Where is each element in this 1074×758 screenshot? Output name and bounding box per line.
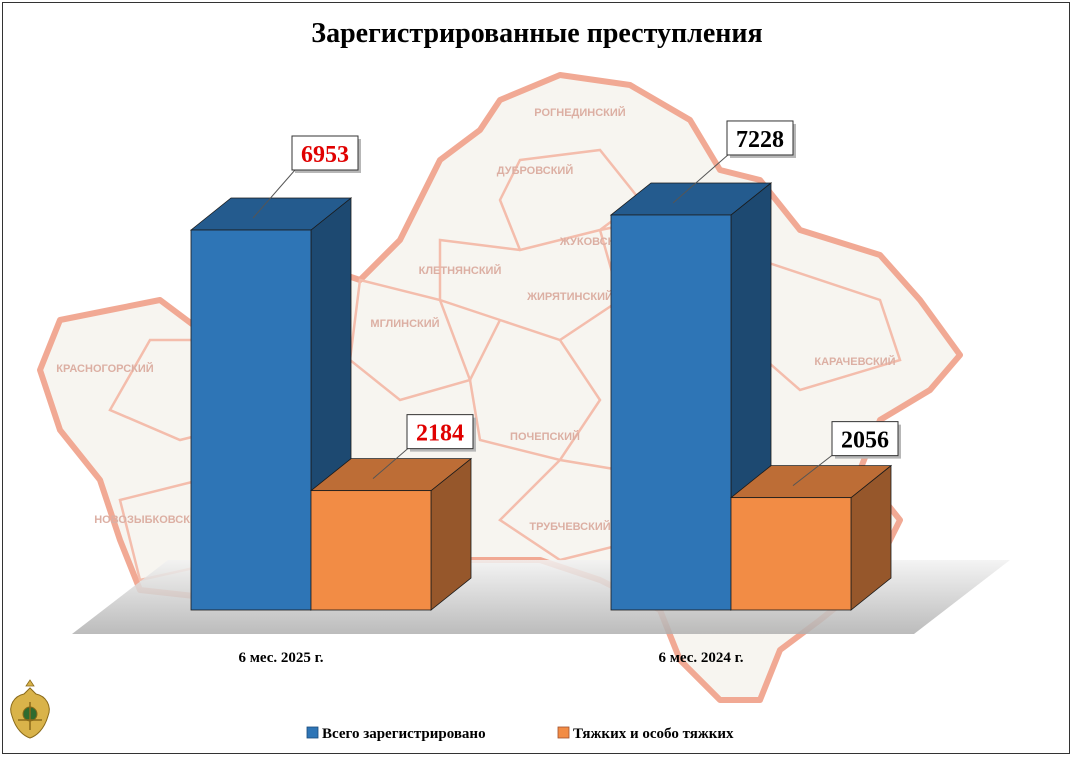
chart-title: Зарегистрированные преступления: [311, 18, 762, 49]
value-label-grave-0: 2184: [372, 414, 476, 480]
bar-front-face: [190, 229, 312, 611]
map-label: НОВОЗЫБКОВСКИЙ: [94, 513, 206, 526]
map-label: ДУБРОВСКИЙ: [497, 164, 574, 177]
map-label: ТРУБЧЕВСКИЙ: [529, 520, 610, 533]
leader-line: [672, 146, 738, 204]
map-label: КАРАЧЕВСКИЙ: [814, 355, 895, 368]
map-label: ПОЧЕПСКИЙ: [510, 430, 580, 443]
value-label-total-0: 6953: [252, 135, 361, 219]
map-label: КЛЕТНЯНСКИЙ: [419, 264, 502, 277]
map-label: РОГНЕДИНСКИЙ: [534, 106, 626, 119]
legend-label-grave: Тяжких и особо тяжких: [573, 726, 734, 742]
bar-total-0: [189, 197, 353, 611]
label-box: [726, 120, 794, 156]
value-label-total-1: 7228: [672, 120, 796, 204]
bars-layer: [189, 182, 893, 611]
map-label: КРАСНОГОРСКИЙ: [56, 362, 153, 375]
bar-front-face: [310, 490, 432, 611]
value-label-text: 2056: [841, 428, 889, 454]
value-label-text: 2184: [416, 421, 464, 447]
bar-grave-0: [309, 457, 473, 611]
legend: Всего зарегистрировано Тяжких и особо тя…: [306, 726, 734, 742]
legend-swatch-total: [306, 726, 319, 739]
bar-front-face: [610, 214, 732, 611]
category-label-2024: 6 мес. 2024 г.: [658, 650, 743, 666]
category-label-2025: 6 мес. 2025 г.: [238, 650, 323, 666]
value-label-text: 7228: [736, 127, 784, 153]
value-label-grave-1: 2056: [792, 421, 901, 487]
map-label: ЖИРЯТИНСКИЙ: [526, 290, 613, 303]
leader-line: [252, 161, 303, 219]
label-box: [291, 135, 359, 171]
label-box: [831, 421, 899, 457]
map-label: МГЛИНСКИЙ: [370, 317, 439, 330]
legend-label-total: Всего зарегистрировано: [322, 726, 486, 742]
legend-swatch-grave: [557, 726, 570, 739]
value-labels-layer: 6953 2184 7228 2056: [252, 120, 901, 487]
prosecutor-emblem-icon: [10, 679, 50, 739]
bar-grave-1: [729, 464, 893, 611]
bar-front-face: [730, 497, 852, 611]
label-box: [406, 414, 474, 450]
value-label-text: 6953: [301, 142, 349, 168]
